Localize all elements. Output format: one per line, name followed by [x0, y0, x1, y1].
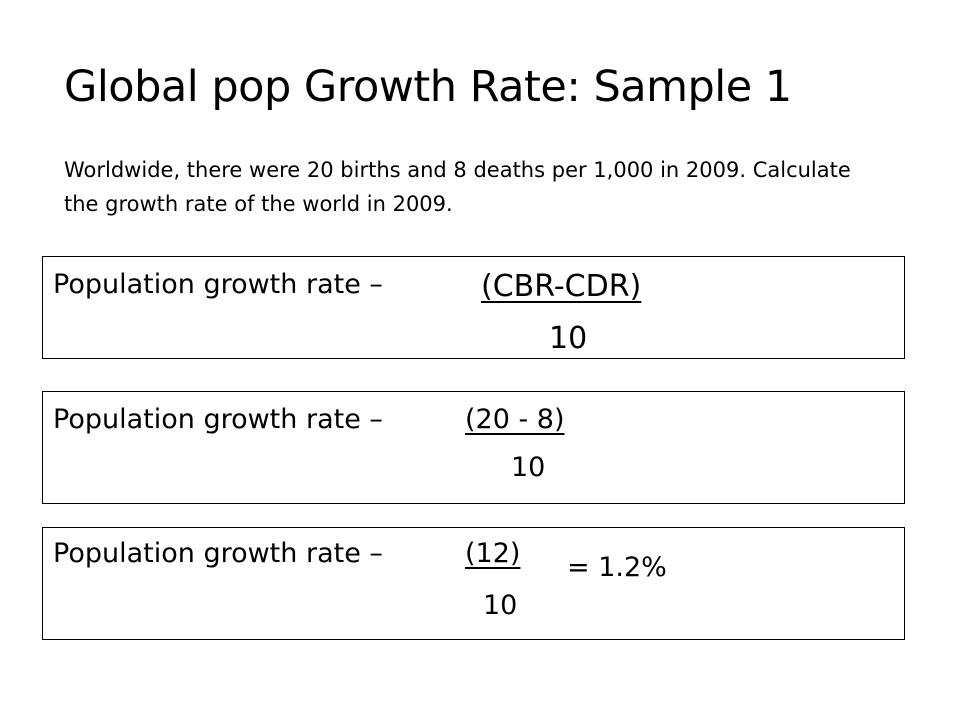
result-denominator: 10	[483, 590, 518, 621]
substitution-label: Population growth rate –	[53, 404, 383, 435]
result-numerator: (12)	[465, 538, 521, 569]
result-box: Population growth rate – (12) 10 = 1.2%	[42, 527, 905, 640]
formula-label: Population growth rate –	[53, 269, 383, 300]
formula-numerator: (CBR-CDR)	[481, 269, 642, 304]
formula-box: Population growth rate – (CBR-CDR) 10	[42, 256, 905, 359]
substitution-numerator: (20 - 8)	[465, 404, 565, 435]
substitution-denominator: 10	[511, 452, 546, 483]
result-value: = 1.2%	[567, 552, 667, 583]
question-text: Worldwide, there were 20 births and 8 de…	[64, 158, 851, 216]
slide-title: Global pop Growth Rate: Sample 1	[64, 62, 792, 112]
result-label: Population growth rate –	[53, 538, 383, 569]
formula-denominator: 10	[549, 321, 588, 356]
substitution-box: Population growth rate – (20 - 8) 10	[42, 391, 905, 504]
